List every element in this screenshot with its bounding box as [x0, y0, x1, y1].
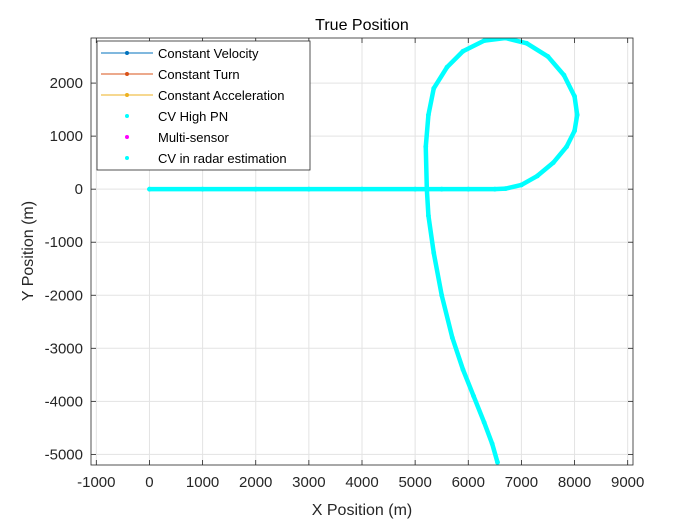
data-point	[561, 72, 567, 78]
legend-entry: Constant Velocity	[101, 46, 259, 61]
y-tick-label: 0	[75, 181, 83, 198]
data-point	[449, 335, 455, 341]
x-tick-label: 6000	[452, 474, 485, 491]
data-point	[471, 393, 476, 399]
data-point	[503, 38, 508, 41]
x-tick-label: 5000	[398, 474, 431, 491]
y-tick-label: -5000	[45, 446, 83, 463]
data-point	[503, 186, 508, 192]
data-point	[489, 441, 495, 447]
data-point	[492, 186, 498, 192]
data-point	[545, 54, 551, 59]
legend-label: CV High PN	[158, 109, 228, 124]
y-tick-label: -4000	[45, 393, 83, 410]
x-tick-label: 2000	[239, 474, 272, 491]
data-point	[460, 367, 466, 372]
legend-swatch-marker	[125, 93, 129, 97]
y-axis-title: Y Position (m)	[20, 201, 37, 301]
legend-swatch-marker	[125, 135, 129, 139]
x-tick-label: 4000	[345, 474, 378, 491]
data-point	[431, 250, 437, 256]
legend-entry: CV High PN	[125, 109, 228, 124]
y-tick-label: -3000	[45, 340, 83, 357]
data-point	[519, 182, 524, 188]
data-point	[481, 38, 487, 44]
x-tick-label: -1000	[77, 474, 115, 491]
data-point	[412, 186, 418, 192]
legend-label: Constant Velocity	[158, 46, 259, 61]
data-point	[253, 186, 259, 192]
legend-label: CV in radar estimation	[158, 151, 287, 166]
y-tick-label: -2000	[45, 287, 83, 304]
data-point	[465, 186, 471, 192]
data-point	[431, 85, 437, 91]
data-point	[306, 186, 312, 192]
y-tick-label: 1000	[50, 128, 83, 145]
legend-swatch-marker	[125, 114, 129, 118]
data-point	[439, 186, 445, 192]
x-tick-label: 3000	[292, 474, 325, 491]
x-tick-label: 1000	[186, 474, 219, 491]
series-5	[147, 38, 580, 465]
data-point	[426, 213, 431, 219]
legend-swatch-marker	[125, 156, 129, 160]
data-point	[495, 459, 500, 465]
data-point	[147, 186, 152, 192]
x-tick-label: 0	[145, 474, 153, 491]
data-point	[572, 128, 577, 134]
data-point	[426, 112, 431, 118]
chart-title: True Position	[315, 17, 409, 34]
legend-entry: Constant Acceleration	[101, 88, 284, 103]
data-point	[481, 420, 487, 425]
data-point	[424, 186, 430, 192]
data-point	[550, 160, 556, 166]
x-tick-label: 7000	[505, 474, 538, 491]
legend-swatch-marker	[125, 72, 129, 76]
data-point	[534, 173, 540, 179]
legend-swatch-marker	[125, 51, 129, 55]
legend: Constant Velocity Constant Turn Constant A…	[96, 40, 311, 171]
data-point	[524, 40, 530, 46]
data-point	[423, 144, 429, 150]
legend-label: Multi-sensor	[158, 130, 229, 145]
legend-entry: CV in radar estimation	[125, 151, 287, 166]
tick-layer: -1000 0 1000 2000 3000 4000 5000 6000 7000 8000 90…	[45, 38, 644, 491]
data-point	[359, 186, 365, 192]
y-tick-label: -1000	[45, 234, 83, 251]
legend-box	[96, 40, 311, 171]
data-point	[572, 93, 577, 99]
data-point	[200, 186, 205, 192]
legend-entry: Constant Turn	[101, 67, 240, 82]
legend-label: Constant Acceleration	[158, 88, 284, 103]
x-tick-label: 9000	[611, 474, 644, 491]
data-point	[564, 144, 569, 150]
data-point	[439, 292, 445, 298]
y-tick-label: 2000	[50, 75, 83, 92]
data-point	[444, 64, 450, 70]
legend-label: Constant Turn	[158, 67, 240, 82]
legend-entry: Multi-sensor	[125, 130, 229, 145]
x-tick-label: 8000	[558, 474, 591, 491]
x-axis-title: X Position (m)	[312, 502, 412, 519]
data-point	[574, 112, 580, 118]
data-point	[460, 48, 466, 54]
data-layer	[147, 38, 580, 465]
